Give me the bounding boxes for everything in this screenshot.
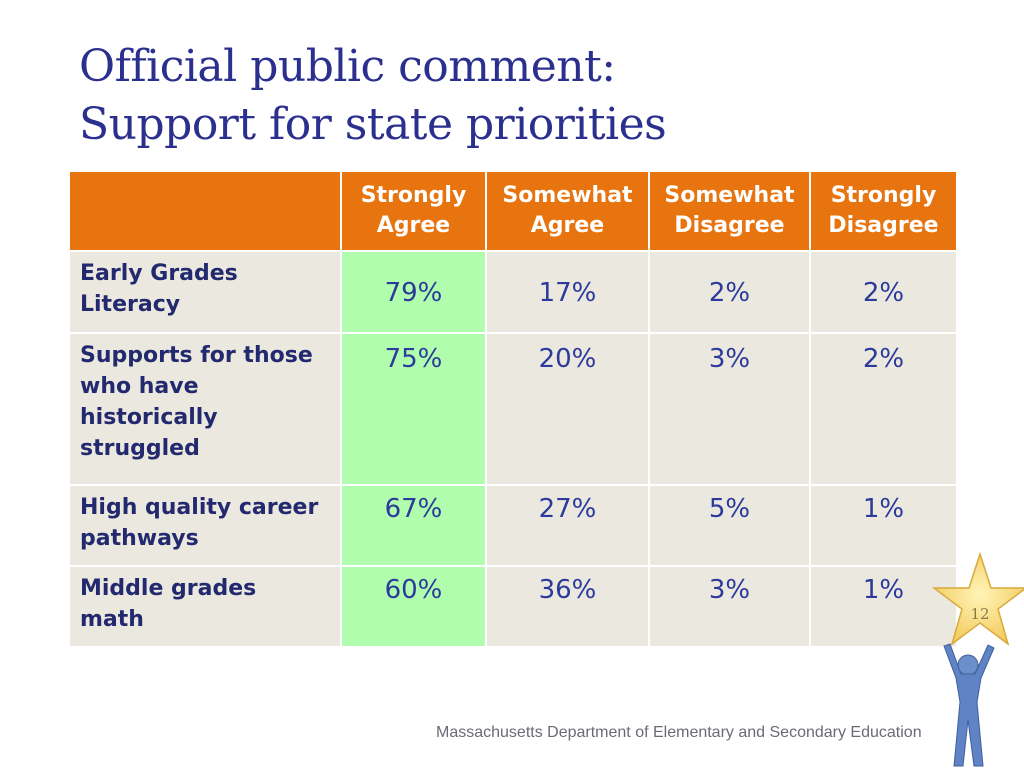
cell-somewhat-disagree: 3% bbox=[648, 565, 811, 648]
header-somewhat-disagree: Somewhat Disagree bbox=[648, 170, 811, 252]
cell-somewhat-disagree: 5% bbox=[648, 484, 811, 567]
cell-somewhat-agree: 17% bbox=[485, 250, 650, 334]
row-label: Supports for those who have historically st… bbox=[68, 332, 342, 486]
header-strongly-disagree: Strongly Disagree bbox=[809, 170, 958, 252]
page-number: 12 bbox=[970, 605, 990, 623]
header-somewhat-agree: Somewhat Agree bbox=[485, 170, 650, 252]
header-corner-cell bbox=[68, 170, 342, 252]
header-strongly-agree: Strongly Agree bbox=[340, 170, 487, 252]
table-row: Supports for those who have historically st… bbox=[68, 332, 958, 486]
cell-somewhat-disagree: 3% bbox=[648, 332, 811, 486]
cell-strongly-disagree: 2% bbox=[809, 332, 958, 486]
cell-somewhat-disagree: 2% bbox=[648, 250, 811, 334]
header-row: Strongly Agree Somewhat Agree Somewhat Disa… bbox=[68, 170, 958, 252]
results-table: Strongly Agree Somewhat Agree Somewhat Disa… bbox=[68, 170, 958, 648]
table-row: Early Grades Literacy 79% 17% 2% 2% bbox=[68, 250, 958, 334]
slide-title: Official public comment: Support for sta… bbox=[79, 38, 667, 154]
title-line-2: Support for state priorities bbox=[79, 99, 667, 150]
cell-strongly-disagree: 1% bbox=[809, 484, 958, 567]
title-line-1: Official public comment: bbox=[79, 41, 616, 92]
row-label: Early Grades Literacy bbox=[68, 250, 342, 334]
table-row: Middle grades math 60% 36% 3% 1% bbox=[68, 565, 958, 648]
row-label: Middle grades math bbox=[68, 565, 342, 648]
cell-strongly-agree: 67% bbox=[340, 484, 487, 567]
cell-strongly-agree: 60% bbox=[340, 565, 487, 648]
cell-strongly-disagree: 1% bbox=[809, 565, 958, 648]
cell-strongly-disagree: 2% bbox=[809, 250, 958, 334]
table-row: High quality career pathways 67% 27% 5% 1… bbox=[68, 484, 958, 567]
star-person-icon bbox=[931, 552, 1024, 767]
cell-somewhat-agree: 20% bbox=[485, 332, 650, 486]
cell-somewhat-agree: 27% bbox=[485, 484, 650, 567]
footer-text: Massachusetts Department of Elementary a… bbox=[436, 724, 922, 741]
cell-strongly-agree: 79% bbox=[340, 250, 487, 334]
row-label: High quality career pathways bbox=[68, 484, 342, 567]
cell-somewhat-agree: 36% bbox=[485, 565, 650, 648]
cell-strongly-agree: 75% bbox=[340, 332, 487, 486]
